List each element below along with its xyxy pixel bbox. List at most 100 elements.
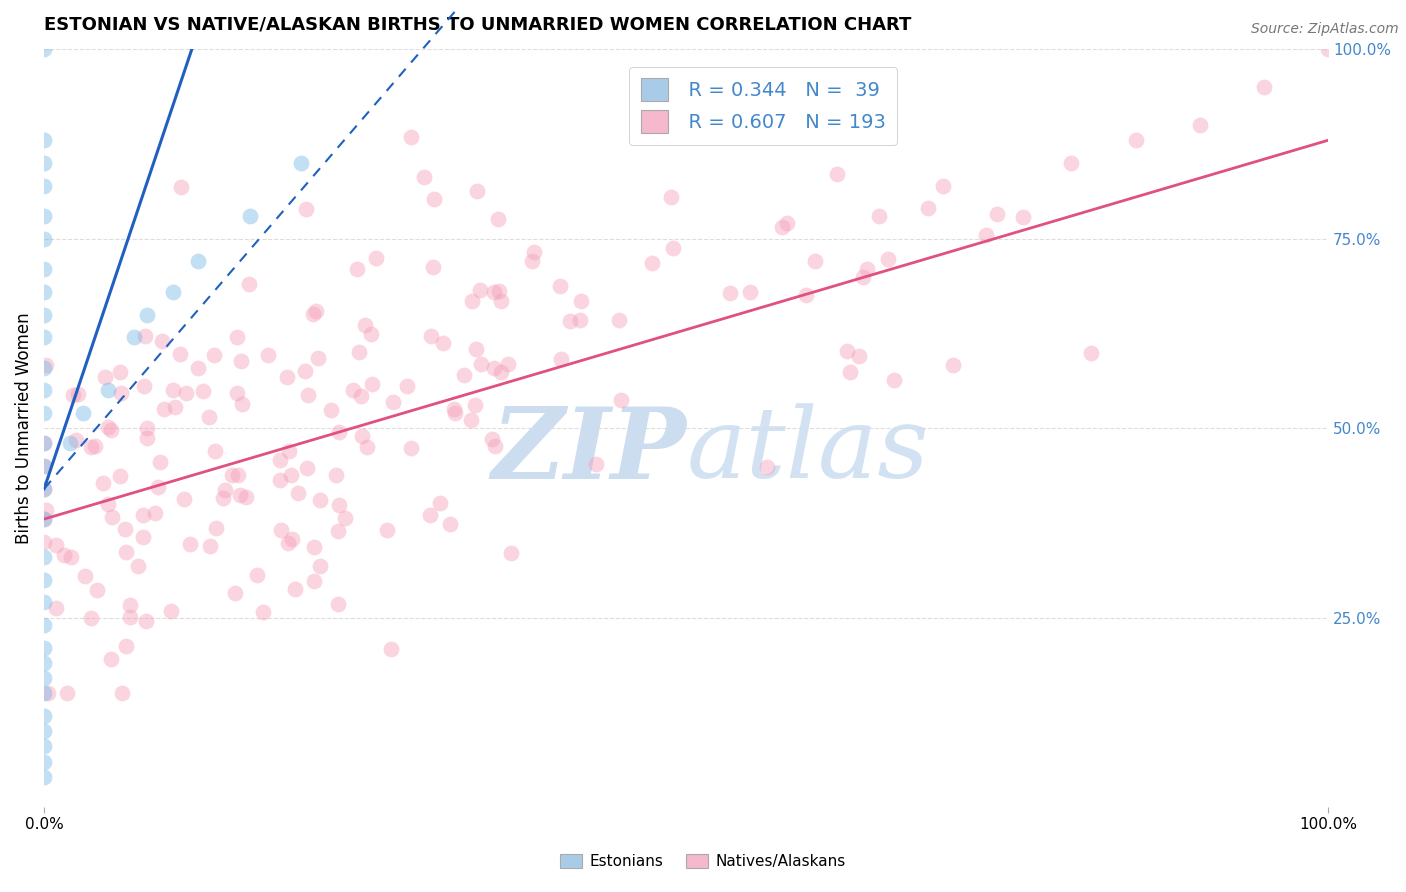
Point [1125,133,1147,147]
Point [173,491,195,506]
Point [401,129,423,144]
Point [204,443,226,458]
Point [32,178,55,193]
Point [224,585,246,599]
Point [489,365,512,379]
Point [228,488,250,502]
Point [488,285,510,299]
Point [432,335,454,350]
Point [361,376,384,391]
Point [111,686,134,700]
Point [162,285,184,299]
Point [1060,156,1083,170]
Point [131,508,153,522]
Point [868,209,890,223]
Point [91,476,114,491]
Point [350,389,373,403]
Point [360,327,382,342]
Point [364,252,387,266]
Point [32,406,55,420]
Point [354,318,377,332]
Point [558,314,581,328]
Point [412,169,434,184]
Point [120,598,142,612]
Point [294,364,316,378]
Point [59,550,82,565]
Point [75,569,97,583]
Point [420,329,443,343]
Point [756,460,779,475]
Point [464,398,486,412]
Point [489,293,512,308]
Point [986,207,1008,221]
Point [328,524,350,538]
Point [100,652,122,666]
Point [32,42,55,56]
Point [1253,80,1275,95]
Point [79,611,101,625]
Point [132,530,155,544]
Point [45,538,67,552]
Point [443,401,465,416]
Point [301,307,323,321]
Point [571,294,593,309]
Point [356,440,378,454]
Point [453,368,475,382]
Point [162,384,184,398]
Point [246,568,269,582]
Point [32,534,55,549]
Point [803,254,825,268]
Point [169,347,191,361]
Point [134,329,156,343]
Point [309,559,332,574]
Point [375,523,398,537]
Point [856,262,879,277]
Point [548,279,571,293]
Point [461,293,484,308]
Point [496,357,519,371]
Point [229,354,252,368]
Point [160,604,183,618]
Point [65,433,87,447]
Point [135,421,157,435]
Point [610,392,633,407]
Y-axis label: Births to Unmarried Women: Births to Unmarried Women [15,312,32,544]
Point [718,285,741,300]
Point [770,219,793,234]
Point [740,285,762,299]
Point [56,686,79,700]
Point [152,402,174,417]
Point [83,439,105,453]
Point [79,441,101,455]
Point [32,724,55,739]
Point [97,497,120,511]
Point [381,395,404,409]
Point [32,482,55,496]
Point [302,574,325,588]
Point [97,384,120,398]
Point [347,345,370,359]
Point [32,156,55,170]
Point [32,709,55,723]
Point [976,227,998,242]
Point [942,358,965,372]
Point [32,436,55,450]
Point [135,431,157,445]
Point [32,640,55,655]
Point [499,545,522,559]
Point [609,312,631,326]
Point [776,216,799,230]
Point [32,285,55,299]
Point [200,539,222,553]
Point [114,545,136,559]
Point [395,379,418,393]
Point [32,755,55,769]
Point [152,334,174,348]
Point [226,386,249,401]
Point [346,261,368,276]
Point [225,330,247,344]
Point [380,642,402,657]
Point [146,481,169,495]
Text: atlas: atlas [686,403,929,499]
Point [835,343,858,358]
